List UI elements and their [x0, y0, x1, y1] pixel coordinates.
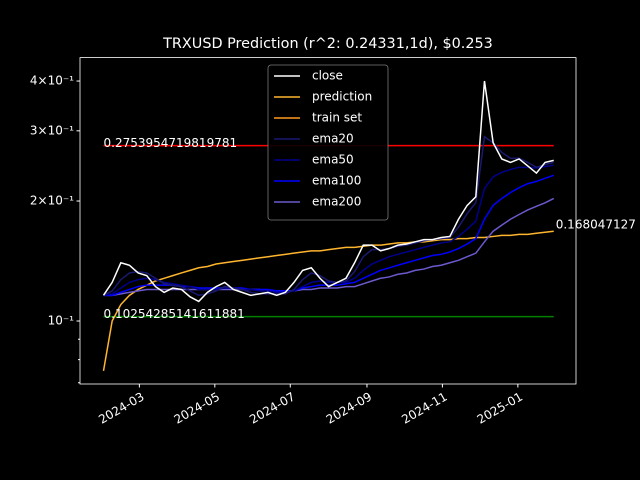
legend-label: ema100 — [312, 174, 361, 188]
series-line — [103, 135, 554, 297]
x-tick-label: 2024-11 — [399, 390, 449, 427]
legend-label: ema50 — [312, 153, 354, 167]
x-tick-label: 2024-07 — [247, 390, 297, 427]
x-tick-label: 2025-01 — [475, 390, 525, 427]
axes-frame — [79, 57, 577, 385]
y-tick-label: 2×10⁻¹ — [30, 194, 74, 208]
series-line — [103, 164, 554, 297]
y-tick-label: 3×10⁻¹ — [30, 123, 74, 137]
x-tick-label: 2024-09 — [324, 390, 374, 427]
legend-label: ema20 — [312, 132, 354, 146]
x-tick-label: 2024-05 — [172, 390, 222, 427]
reference-label: 0.2753954719819781 — [104, 136, 238, 150]
x-tick-label: 2024-03 — [96, 390, 146, 427]
reference-label: 0.10254285141611881 — [104, 307, 245, 321]
legend-label: ema200 — [312, 195, 361, 209]
legend-label: close — [312, 69, 343, 83]
chart-title: TRXUSD Prediction (r^2: 0.24331,1d), $0.… — [162, 36, 493, 52]
legend-label: train set — [312, 111, 362, 125]
plot-area — [102, 80, 555, 371]
series-line — [102, 230, 554, 371]
end-label: 0.168047127 — [556, 218, 636, 232]
series-line — [102, 80, 554, 303]
legend-label: prediction — [312, 90, 372, 104]
y-tick-label: 4×10⁻¹ — [30, 74, 74, 88]
y-tick-label: 10⁻¹ — [48, 314, 75, 328]
